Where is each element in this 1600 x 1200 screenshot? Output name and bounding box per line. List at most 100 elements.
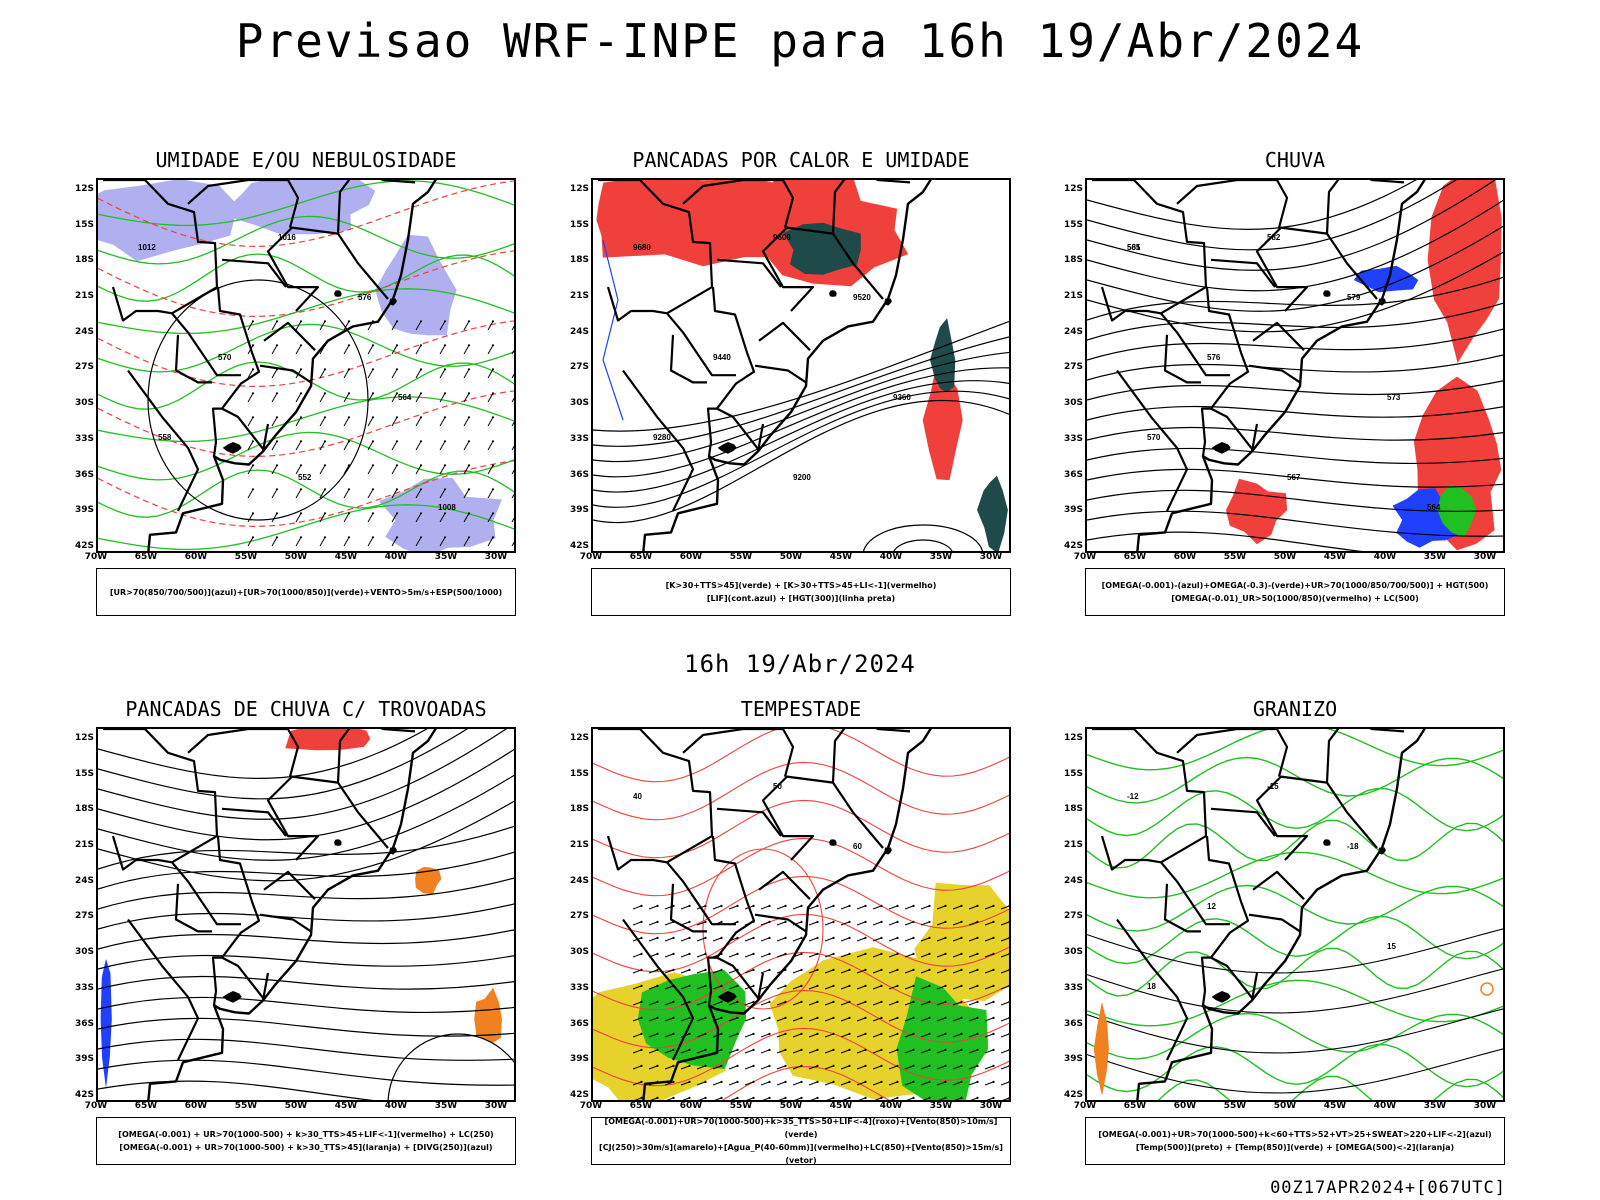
lon-tick-label: 70W — [579, 552, 603, 562]
lat-tick-label: 30S — [74, 947, 94, 958]
lon-tick-label: 45W — [829, 1101, 853, 1111]
contour-label: 561 — [1127, 243, 1141, 252]
lat-tick-label: 30S — [1063, 947, 1083, 958]
lat-tick-label: 15S — [1063, 768, 1083, 779]
contour-label: 9200 — [793, 473, 811, 482]
lat-tick-label: 21S — [1063, 840, 1083, 851]
contour-label: -12 — [1127, 792, 1139, 801]
lon-tick-label: 35W — [929, 1101, 953, 1111]
lat-tick-label: 24S — [74, 875, 94, 886]
main-title: Previsao WRF-INPE para 16h 19/Abr/2024 — [235, 14, 1365, 68]
contour-label: 1008 — [438, 503, 456, 512]
lat-tick-label: 12S — [1063, 183, 1083, 194]
map-panel: 9680 9600 9520 9440 9360 9280 9200 — [591, 178, 1011, 553]
contour-label: 60 — [853, 842, 862, 851]
lon-tick-label: 30W — [979, 552, 1003, 562]
lat-tick-label: 24S — [1063, 326, 1083, 337]
legend-line: [LIF](cont.azul) + [HGT(300)](linha pret… — [706, 594, 896, 603]
lat-tick-label: 15S — [74, 768, 94, 779]
lon-tick-label: 65W — [1123, 552, 1147, 562]
lat-tick-label: 42S — [74, 1090, 94, 1101]
lat-tick-label: 42S — [569, 541, 589, 552]
panel-title: UMIDADE E/OU NEBULOSIDADE — [155, 148, 457, 172]
lat-tick-label: 30S — [569, 398, 589, 409]
lat-tick-label: 39S — [74, 1054, 94, 1065]
contour-label: 9280 — [653, 433, 671, 442]
lon-tick-label: 45W — [334, 1101, 358, 1111]
lat-tick-label: 33S — [74, 982, 94, 993]
contour-label: 9600 — [773, 233, 791, 242]
lat-tick-label: 27S — [569, 362, 589, 373]
lon-tick-label: 30W — [484, 1101, 508, 1111]
lat-tick-label: 27S — [1063, 911, 1083, 922]
contour-label: 12 — [1207, 902, 1216, 911]
lon-tick-label: 50W — [1273, 1101, 1297, 1111]
lat-tick-label: 24S — [1063, 875, 1083, 886]
contour-label: 9360 — [893, 393, 911, 402]
lon-tick-label: 65W — [134, 1101, 158, 1111]
lat-tick-label: 18S — [1063, 255, 1083, 266]
legend-line: [OMEGA(-0.001)+UR>70(1000-500)+k<60+TTS>… — [1098, 1130, 1492, 1139]
lat-tick-label: 18S — [569, 804, 589, 815]
map-panel: 1012 1016 576 570 564 558 552 1008 — [96, 178, 516, 553]
lon-tick-label: 30W — [484, 552, 508, 562]
lat-tick-label: 12S — [1063, 732, 1083, 743]
lat-tick-label: 24S — [569, 875, 589, 886]
lon-tick-label: 40W — [1373, 552, 1397, 562]
contour-label: -15 — [1267, 782, 1279, 791]
panel-legend: [UR>70(850/700/500)](azul)+[UR>70(1000/8… — [96, 568, 516, 616]
lon-tick-label: 50W — [284, 552, 308, 562]
lat-tick-label: 12S — [74, 183, 94, 194]
lon-tick-label: 65W — [629, 1101, 653, 1111]
map-panel — [96, 727, 516, 1102]
lat-tick-label: 33S — [1063, 982, 1083, 993]
contour-label: 1016 — [278, 233, 296, 242]
contour-label: 564 — [398, 393, 412, 402]
contour-label: 570 — [1147, 433, 1161, 442]
lat-tick-label: 12S — [569, 732, 589, 743]
lat-tick-label: 15S — [1063, 219, 1083, 230]
lat-tick-label: 18S — [1063, 804, 1083, 815]
lon-tick-label: 70W — [84, 552, 108, 562]
panel-legend: [OMEGA(-0.001)+UR>70(1000-500)+k>35_TTS>… — [591, 1117, 1011, 1165]
lat-tick-label: 15S — [569, 219, 589, 230]
lon-tick-label: 40W — [1373, 1101, 1397, 1111]
lat-tick-label: 21S — [74, 291, 94, 302]
contour-label: 9680 — [633, 243, 651, 252]
lat-tick-label: 36S — [1063, 1018, 1083, 1029]
lon-tick-label: 30W — [1473, 1101, 1497, 1111]
lon-tick-label: 60W — [1173, 552, 1197, 562]
lon-tick-label: 60W — [184, 552, 208, 562]
contour-label: 50 — [773, 782, 782, 791]
lat-tick-label: 21S — [569, 840, 589, 851]
contour-label: 564 — [1427, 503, 1441, 512]
lat-tick-label: 24S — [569, 326, 589, 337]
lat-tick-label: 39S — [569, 505, 589, 516]
lon-tick-label: 55W — [729, 552, 753, 562]
run-info: 00Z17APR2024+[067UTC] — [1270, 1178, 1506, 1198]
lat-tick-label: 33S — [74, 433, 94, 444]
contour-label: 567 — [1287, 473, 1301, 482]
lon-tick-label: 40W — [879, 552, 903, 562]
lat-tick-label: 21S — [569, 291, 589, 302]
contour-label: 579 — [1347, 293, 1361, 302]
contour-label: 9440 — [713, 353, 731, 362]
panel-title: GRANIZO — [1252, 697, 1338, 721]
legend-line: [UR>70(850/700/500)](azul)+[UR>70(1000/8… — [109, 587, 503, 597]
panel-legend: [K>30+TTS>45](verde) + [K>30+TTS>45+LI<-… — [591, 568, 1011, 616]
lat-tick-label: 42S — [569, 1090, 589, 1101]
map-panel: 585 582 579 576 573 570 567 564 561 — [1085, 178, 1505, 553]
lon-tick-label: 35W — [434, 1101, 458, 1111]
lon-tick-label: 35W — [1423, 552, 1447, 562]
lon-tick-label: 45W — [334, 552, 358, 562]
legend-line: [K>30+TTS>45](verde) + [K>30+TTS>45+LI<-… — [665, 581, 937, 590]
lon-tick-label: 55W — [1223, 1101, 1247, 1111]
lat-tick-label: 36S — [1063, 469, 1083, 480]
lat-tick-label: 33S — [569, 982, 589, 993]
lon-tick-label: 50W — [284, 1101, 308, 1111]
lat-tick-label: 21S — [74, 840, 94, 851]
panel-legend: [OMEGA(-0.001) + UR>70(1000-500) + k>30_… — [96, 1117, 516, 1165]
legend-line: [Temp(500)](preto) + [Temp(850)](verde) … — [1135, 1143, 1455, 1152]
contour-label: 582 — [1267, 233, 1281, 242]
contour-label: 570 — [218, 353, 232, 362]
